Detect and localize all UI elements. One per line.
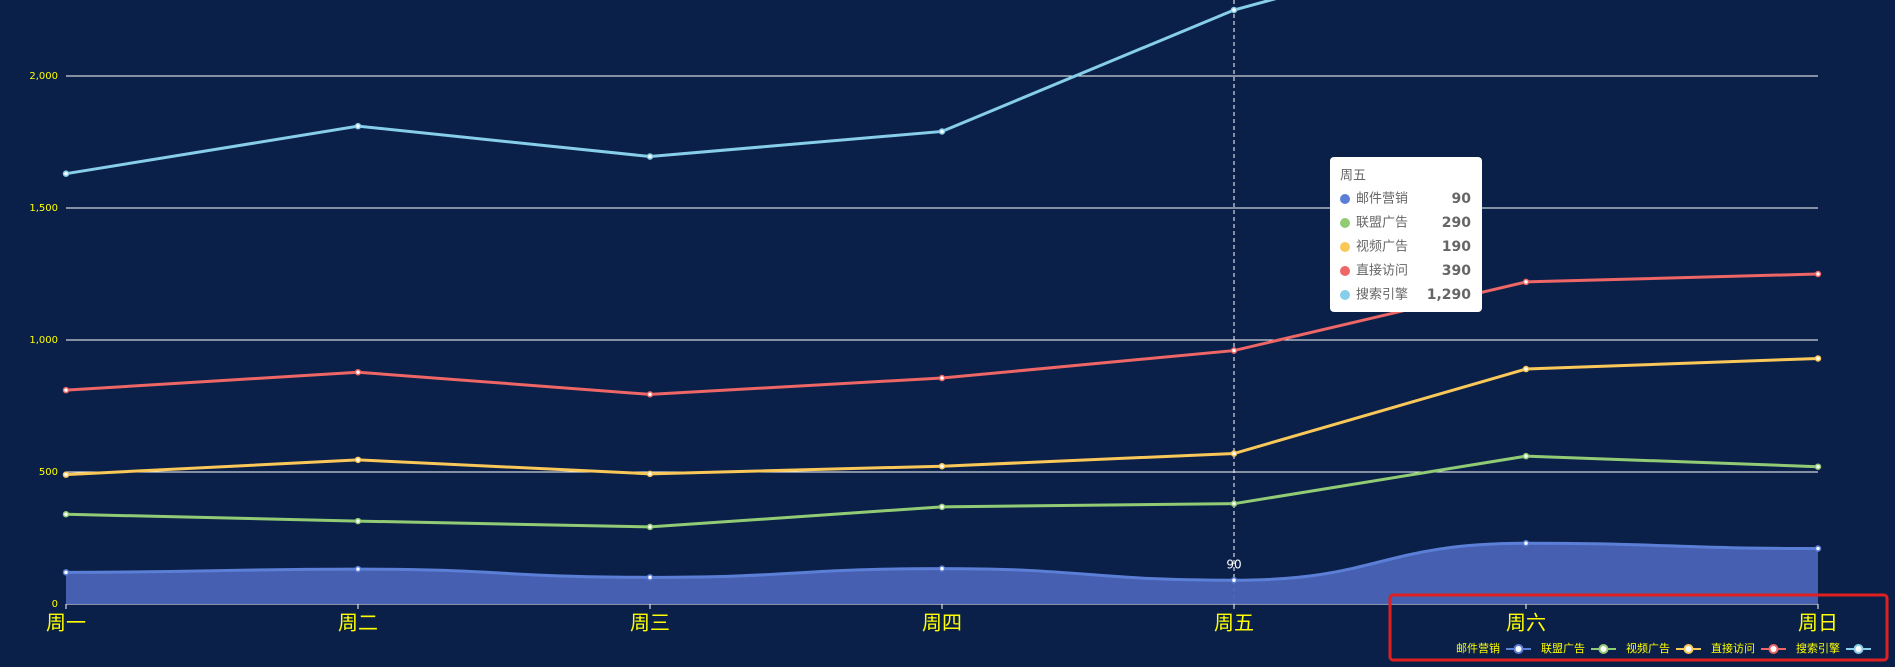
point <box>1814 463 1822 470</box>
x-tick-label: 周四 <box>922 611 962 635</box>
y-tick-label: 2,000 <box>29 71 58 82</box>
point <box>1522 365 1530 373</box>
point <box>1230 450 1238 457</box>
point <box>1814 355 1822 362</box>
point <box>938 565 946 572</box>
point <box>1230 500 1238 507</box>
point <box>1814 270 1822 278</box>
tooltip-name: 直接访问 <box>1356 263 1408 279</box>
point <box>354 122 362 130</box>
tooltip-marker <box>1340 218 1350 228</box>
point <box>646 523 654 531</box>
point <box>62 510 70 518</box>
legend-icon <box>1768 644 1779 654</box>
point <box>62 170 70 177</box>
point <box>62 471 70 478</box>
y-tick-label: 500 <box>39 467 58 478</box>
legend-label: 邮件营销 <box>1456 641 1500 655</box>
point <box>646 574 654 581</box>
tooltip-value: 90 <box>1452 191 1472 207</box>
x-tick-label: 周日 <box>1798 611 1838 635</box>
legend-label: 视频广告 <box>1626 641 1670 655</box>
point <box>1230 576 1238 584</box>
x-tick-label: 周三 <box>630 611 670 635</box>
tooltip-marker <box>1340 266 1350 276</box>
point <box>646 391 654 398</box>
point <box>354 368 362 376</box>
legend-label: 直接访问 <box>1711 641 1755 655</box>
point <box>354 456 362 464</box>
point <box>938 128 946 135</box>
y-tick-label: 0 <box>52 599 58 610</box>
point <box>938 503 946 511</box>
legend-icon <box>1853 644 1864 654</box>
tooltip-name: 联盟广告 <box>1356 216 1408 231</box>
highlight-box <box>1388 593 1889 662</box>
tooltip-marker <box>1340 194 1350 204</box>
area <box>66 543 1818 604</box>
tooltip-marker <box>1340 242 1350 252</box>
point <box>646 470 654 478</box>
tooltip-marker <box>1340 290 1350 300</box>
point <box>646 153 654 160</box>
tooltip-title: 周五 <box>1340 169 1366 184</box>
point <box>1522 278 1530 286</box>
x-tick-label: 周一 <box>46 611 86 635</box>
tooltip-value: 290 <box>1442 215 1471 231</box>
tooltip-value: 1,290 <box>1427 287 1472 303</box>
legend-label: 联盟广告 <box>1541 642 1585 655</box>
point <box>1814 545 1822 552</box>
point <box>1230 347 1238 354</box>
point <box>62 569 70 576</box>
point <box>354 565 362 573</box>
tooltip-value: 190 <box>1442 239 1471 255</box>
tooltip-name: 邮件营销 <box>1356 192 1408 207</box>
legend-icon <box>1513 644 1524 654</box>
tooltip-name: 视频广告 <box>1356 240 1408 255</box>
tooltip-value: 390 <box>1442 263 1471 279</box>
point <box>938 462 946 470</box>
point <box>1230 6 1238 14</box>
point <box>354 517 362 525</box>
y-tick-label: 1,500 <box>29 203 58 214</box>
tooltip-name: 搜索引擎 <box>1356 288 1408 303</box>
legend-label: 搜索引擎 <box>1796 641 1840 655</box>
x-tick-label: 周二 <box>338 611 378 635</box>
x-tick-label: 周五 <box>1214 611 1254 635</box>
point <box>1522 540 1530 547</box>
point <box>938 374 946 382</box>
y-tick-label: 1,000 <box>29 335 58 346</box>
legend-icon <box>1598 644 1609 654</box>
tooltip <box>1330 157 1482 312</box>
point <box>1522 452 1530 460</box>
point <box>62 386 70 394</box>
legend-icon <box>1683 644 1694 654</box>
x-tick-label: 周六 <box>1506 611 1546 635</box>
data-label: 90 <box>1226 558 1241 572</box>
